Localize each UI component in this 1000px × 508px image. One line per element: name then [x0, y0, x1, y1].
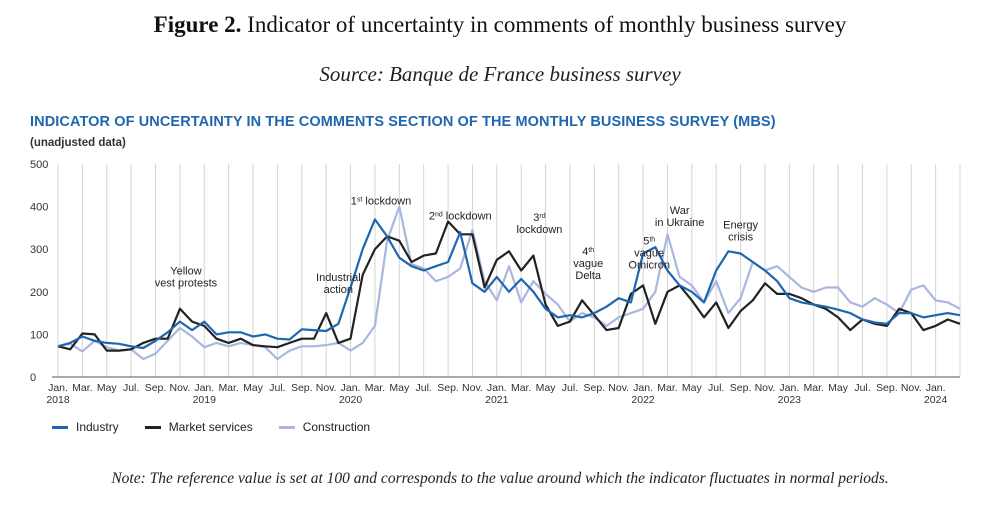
x-tick-year: 2022	[631, 394, 655, 406]
chart-series	[57, 205, 961, 361]
y-tick-label: 500	[30, 159, 48, 171]
figure-label: Figure 2.	[153, 12, 242, 37]
chart-subtitle: (unadjusted data)	[30, 137, 126, 149]
x-tick-year: 2019	[193, 394, 217, 406]
x-tick-label: May	[828, 382, 849, 394]
annotation-label: action	[324, 284, 353, 296]
x-tick-label: Jan.	[487, 382, 507, 394]
x-tick-label: Mar.	[804, 382, 824, 394]
x-tick-year: 2021	[485, 394, 509, 406]
legend-swatch	[144, 425, 161, 429]
annotation-label: Omicron	[628, 259, 670, 271]
x-tick-label: Nov.	[755, 382, 776, 394]
annotation-label: War	[670, 205, 690, 217]
x-tick-label: Mar.	[511, 382, 531, 394]
legend-swatch	[278, 425, 295, 429]
annotation-label: Energy	[723, 220, 758, 232]
x-tick-label: Sep.	[291, 382, 313, 394]
annotation-label: vest protests	[155, 278, 218, 290]
x-tick-label: Sep.	[876, 382, 898, 394]
x-tick-label: Sep.	[145, 382, 167, 394]
x-tick-label: Jul.	[123, 382, 139, 394]
annotation-label: Delta	[575, 270, 602, 282]
x-tick-label: Sep.	[584, 382, 606, 394]
x-tick-label: Jan.	[194, 382, 214, 394]
x-tick-label: Jul.	[562, 382, 578, 394]
annotation-label: 2nd lockdown	[429, 210, 492, 222]
x-tick-label: Nov.	[901, 382, 922, 394]
figure-source: Source: Banque de France business survey	[319, 62, 681, 86]
y-tick-label: 400	[30, 202, 48, 214]
x-tick-label: Nov.	[316, 382, 337, 394]
figure-title: Figure 2. Indicator of uncertainty in co…	[0, 12, 1000, 38]
x-tick-label: Jul.	[269, 382, 285, 394]
annotation-label: Yellow	[170, 266, 201, 278]
x-tick-label: Jul.	[854, 382, 870, 394]
legend-item-market-services: Market services	[144, 420, 253, 434]
x-tick-label: Mar.	[72, 382, 92, 394]
figure-note: Note: The reference value is set at 100 …	[111, 470, 889, 487]
chart-legend: Industry Market services Construction	[52, 420, 370, 434]
y-tick-label: 0	[30, 372, 36, 384]
annotation-label: in Ukraine	[655, 217, 705, 229]
series-line-industry	[57, 218, 961, 350]
annotation-label: 4th	[582, 246, 594, 258]
figure-title-text: Indicator of uncertainty in comments of …	[247, 12, 847, 37]
x-tick-label: Jul.	[708, 382, 724, 394]
x-tick-label: May	[536, 382, 557, 394]
annotation-label: 3rd	[533, 212, 545, 224]
x-tick-label: Mar.	[657, 382, 677, 394]
y-axis: 0 100 200 300 400 500	[30, 159, 960, 384]
y-tick-label: 100	[30, 329, 48, 341]
x-tick-year: 2023	[778, 394, 802, 406]
x-tick-year: 2024	[924, 394, 948, 406]
x-tick-label: May	[682, 382, 703, 394]
x-tick-label: May	[97, 382, 118, 394]
series-line-construction	[57, 205, 961, 361]
x-tick-label: Mar.	[365, 382, 385, 394]
x-tick-label: Jan.	[779, 382, 799, 394]
x-tick-label: Jan.	[633, 382, 653, 394]
annotation-label: vague	[573, 258, 603, 270]
annotation-label: crisis	[728, 232, 754, 244]
chart-grid	[57, 164, 961, 377]
annotation-label: 5th	[643, 235, 655, 247]
x-tick-label: Mar.	[218, 382, 238, 394]
y-tick-label: 200	[30, 287, 48, 299]
legend-label: Construction	[302, 420, 371, 434]
legend-label: Market services	[168, 420, 253, 434]
x-tick-label: Jan.	[341, 382, 361, 394]
annotation-label: vague	[634, 247, 664, 259]
x-tick-label: May	[389, 382, 410, 394]
x-tick-label: Nov.	[608, 382, 629, 394]
x-tick-label: Sep.	[730, 382, 752, 394]
y-tick-label: 300	[30, 244, 48, 256]
annotation-label: lockdown	[517, 224, 563, 236]
legend-label: Industry	[76, 420, 119, 434]
annotation-label: Industrial	[316, 272, 361, 284]
x-tick-label: Jan.	[48, 382, 68, 394]
x-tick-label: Jan.	[926, 382, 946, 394]
x-tick-label: Jul.	[416, 382, 432, 394]
legend-item-industry: Industry	[52, 420, 119, 434]
series-line-market-services	[57, 220, 961, 352]
annotation-label: 1st lockdown	[351, 195, 412, 207]
x-tick-year: 2018	[46, 394, 70, 406]
x-tick-label: May	[243, 382, 264, 394]
x-tick-label: Sep.	[437, 382, 459, 394]
legend-item-construction: Construction	[278, 420, 371, 434]
x-tick-label: Nov.	[169, 382, 190, 394]
x-tick-year: 2020	[339, 394, 363, 406]
legend-swatch	[52, 425, 68, 429]
chart-title: INDICATOR OF UNCERTAINTY IN THE COMMENTS…	[30, 114, 776, 130]
x-tick-label: Nov.	[462, 382, 483, 394]
